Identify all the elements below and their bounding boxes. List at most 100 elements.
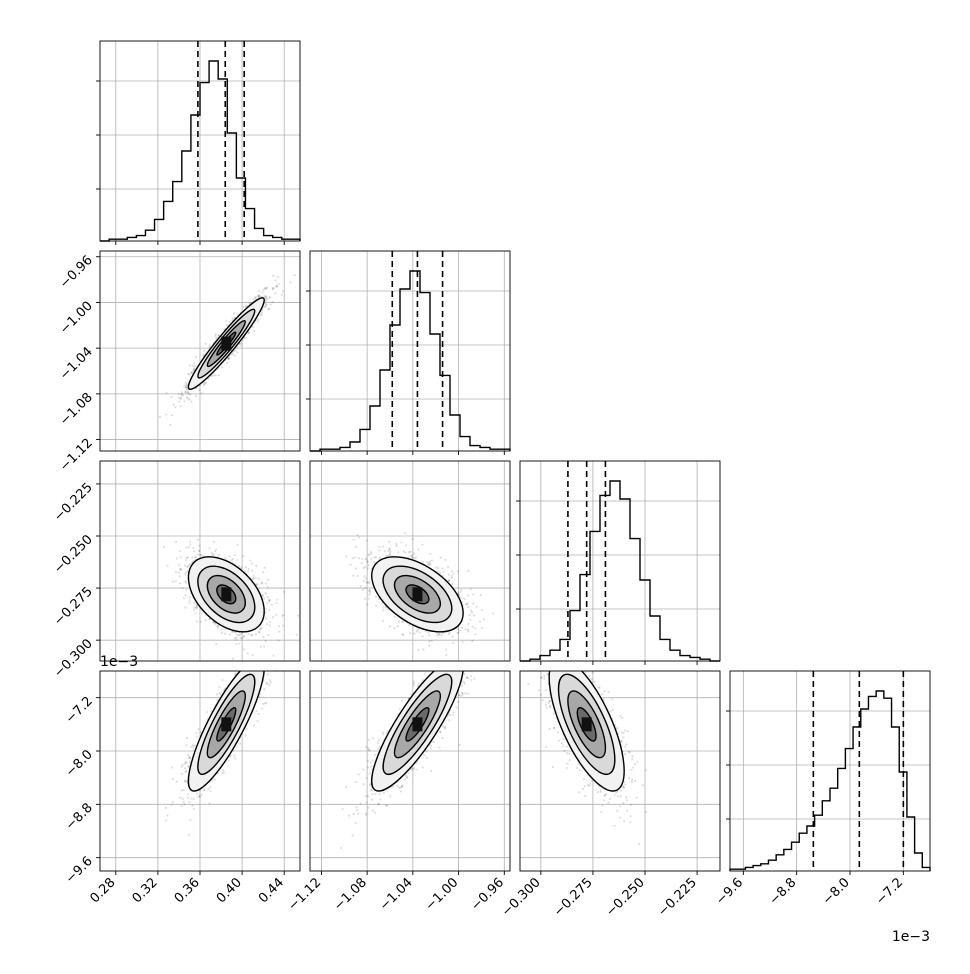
scatter-point (212, 374, 216, 377)
scatter-point (427, 562, 430, 565)
scatter-point (401, 620, 404, 623)
scatter-point (381, 545, 385, 548)
scatter-point (165, 413, 168, 416)
scatter-point (376, 741, 379, 744)
scatter-point (412, 682, 415, 685)
scatter-point (192, 808, 195, 811)
scatter-point (382, 609, 385, 612)
scatter-point (623, 819, 626, 823)
scatter-point (172, 403, 176, 406)
scatter-point (466, 603, 469, 606)
scatter-point (362, 783, 365, 786)
density-panel-frame (99, 250, 301, 452)
scatter-point (537, 689, 541, 692)
scatter-point (542, 624, 544, 626)
scatter-point (631, 754, 634, 758)
scatter-point (406, 775, 409, 778)
scatter-point (277, 639, 280, 642)
scatter-point (252, 577, 255, 580)
scatter-point (262, 668, 264, 670)
scatter-point (215, 337, 218, 340)
scatter-point (377, 739, 380, 742)
scatter-point (236, 543, 239, 546)
scatter-point (259, 628, 262, 631)
scatter-point (550, 662, 552, 664)
density-peak (412, 587, 423, 602)
scatter-point (244, 734, 247, 737)
scatter-point (568, 666, 570, 668)
scatter-point (446, 565, 450, 569)
scatter-point (256, 664, 258, 666)
scatter-point (415, 630, 418, 633)
scatter-point (251, 666, 253, 668)
scatter-point (478, 667, 480, 669)
scatter-point (570, 667, 572, 669)
scatter-point (459, 595, 462, 599)
scatter-point (627, 750, 630, 754)
scatter-point (582, 778, 586, 781)
scatter-point (537, 639, 539, 641)
density-peak (221, 587, 232, 602)
scatter-point (170, 803, 173, 806)
scatter-point (555, 663, 557, 665)
scatter-point (268, 657, 270, 659)
scatter-point (204, 381, 208, 384)
scatter-point (561, 665, 563, 667)
scatter-point (267, 652, 269, 654)
scatter-point (628, 777, 631, 780)
scatter-point (551, 766, 554, 769)
scatter-point (633, 763, 636, 766)
scatter-point (370, 789, 374, 792)
scatter-point (388, 553, 391, 556)
scatter-point (415, 762, 418, 765)
scatter-point (425, 750, 428, 753)
scatter-point (193, 365, 197, 368)
scatter-point (250, 562, 253, 565)
scatter-point (237, 633, 241, 637)
scatter-point (265, 297, 268, 300)
scatter-point (264, 701, 268, 705)
scatter-point (625, 743, 628, 746)
scatter-point (428, 563, 431, 567)
scatter-point (381, 620, 384, 623)
scatter-point (215, 642, 218, 646)
scatter-point (611, 708, 614, 712)
scatter-point (194, 607, 198, 610)
scatter-point (183, 780, 187, 783)
scatter-point (271, 668, 273, 670)
scatter-point (544, 745, 547, 749)
scatter-point (578, 769, 581, 772)
density-panel (344, 532, 495, 657)
scatter-point (460, 588, 463, 592)
scatter-point (182, 788, 185, 792)
scatter-point (423, 672, 427, 675)
scatter-point (188, 756, 191, 759)
scatter-point (276, 628, 278, 630)
scatter-point (264, 592, 267, 595)
scatter-point (562, 666, 564, 668)
scatter-point (566, 762, 569, 765)
scatter-point (255, 564, 258, 567)
scatter-point (451, 713, 454, 717)
scatter-point (447, 649, 449, 651)
scatter-point (450, 653, 452, 655)
scatter-point (236, 345, 239, 349)
scatter-point (171, 580, 174, 583)
scatter-point (378, 549, 381, 552)
scatter-point (465, 676, 468, 679)
scatter-point (210, 375, 213, 378)
scatter-point (180, 772, 183, 776)
scatter-point (223, 632, 227, 635)
scatter-point (179, 405, 182, 408)
scatter-point (249, 653, 251, 655)
scatter-point (359, 585, 362, 588)
scatter-point (221, 679, 224, 682)
scatter-point (293, 274, 296, 277)
scatter-point (189, 543, 192, 546)
scatter-point (438, 746, 441, 749)
scatter-point (360, 562, 363, 565)
scatter-point (363, 565, 366, 568)
scatter-point (235, 631, 238, 634)
scatter-point (463, 597, 466, 601)
scatter-point (369, 788, 372, 791)
